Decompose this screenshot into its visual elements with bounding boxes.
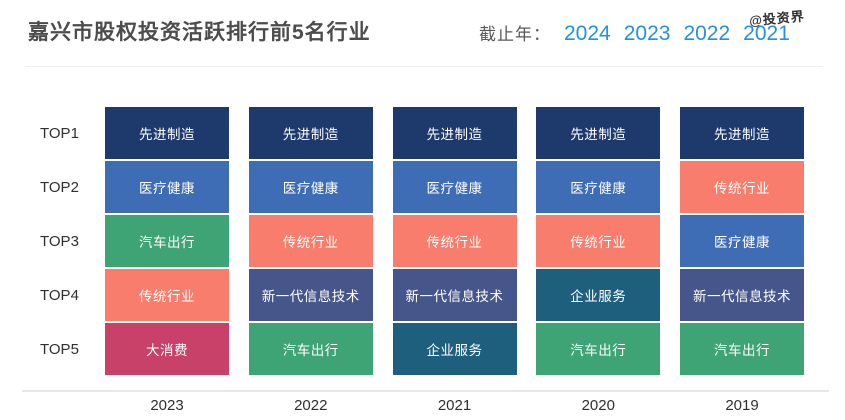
rank-cell-2023-top1: 先进制造 — [105, 107, 229, 159]
year-link-2021[interactable]: 2021 — [743, 22, 790, 45]
rank-cell-2023-top5: 大消费 — [105, 323, 229, 375]
rank-cell-2019-top5: 汽车出行 — [680, 323, 804, 375]
rank-cell-2022-top1: 先进制造 — [248, 107, 373, 159]
rank-cell-2020-top2: 医疗健康 — [536, 161, 661, 213]
x-axis-line — [22, 390, 829, 392]
x-label-2022: 2022 — [294, 397, 328, 414]
x-label-2023: 2023 — [150, 397, 184, 414]
rank-cell-2019-top4: 新一代信息技术 — [680, 269, 804, 321]
rank-cell-2020-top5: 汽车出行 — [536, 323, 661, 375]
year-selector-label: 截止年： — [479, 25, 551, 44]
rank-cell-2021-top3: 传统行业 — [392, 215, 517, 267]
row-label-top1: TOP1 — [40, 124, 79, 142]
row-label-top4: TOP4 — [40, 286, 79, 304]
rank-cell-2021-top1: 先进制造 — [392, 107, 517, 159]
year-link-2022[interactable]: 2022 — [683, 22, 731, 45]
rank-cell-2019-top2: 传统行业 — [680, 161, 804, 213]
rank-cell-2022-top2: 医疗健康 — [248, 161, 373, 213]
site-watermark: @投资界 — [748, 8, 806, 29]
ranking-grid: 先进制造 先进制造 先进制造 先进制造 先进制造 医疗健康 医疗健康 医疗健康 医疗健康 传统行业… — [105, 107, 804, 375]
rank-cell-2021-top4: 新一代信息技术 — [392, 269, 517, 321]
x-axis-labels: 2023 2022 2021 2020 2019 — [105, 397, 804, 414]
rank-cell-2020-top4: 企业服务 — [536, 269, 661, 321]
x-label-2019: 2019 — [725, 397, 759, 414]
rank-cell-2020-top1: 先进制造 — [536, 107, 661, 159]
header-divider — [25, 66, 823, 67]
rank-cell-2019-top1: 先进制造 — [680, 107, 804, 159]
x-label-2020: 2020 — [581, 397, 615, 414]
rank-cell-2022-top4: 新一代信息技术 — [248, 269, 373, 321]
rank-cell-2022-top3: 传统行业 — [248, 215, 373, 267]
rank-cell-2021-top2: 医疗健康 — [392, 161, 517, 213]
row-label-top5: TOP5 — [40, 340, 79, 358]
row-label-top3: TOP3 — [40, 232, 79, 250]
page-title: 嘉兴市股权投资活跃排行前5名行业 — [28, 21, 371, 44]
rank-row-labels: TOP1 TOP2 TOP3 TOP4 TOP5 — [40, 107, 79, 375]
rank-cell-2022-top5: 汽车出行 — [248, 323, 373, 375]
year-link-2024[interactable]: 2024 — [564, 22, 611, 45]
rank-cell-2023-top3: 汽车出行 — [105, 215, 229, 267]
rank-cell-2021-top5: 企业服务 — [392, 323, 517, 375]
x-label-2021: 2021 — [437, 397, 472, 414]
year-link-2023[interactable]: 2023 — [623, 22, 671, 45]
rank-cell-2019-top3: 医疗健康 — [680, 215, 804, 267]
rank-cell-2023-top2: 医疗健康 — [105, 161, 229, 213]
year-selector: 截止年： 2024 2023 2022 2021 — [479, 20, 790, 46]
rank-cell-2020-top3: 传统行业 — [536, 215, 661, 267]
rank-cell-2023-top4: 传统行业 — [105, 269, 229, 321]
row-label-top2: TOP2 — [40, 178, 79, 196]
